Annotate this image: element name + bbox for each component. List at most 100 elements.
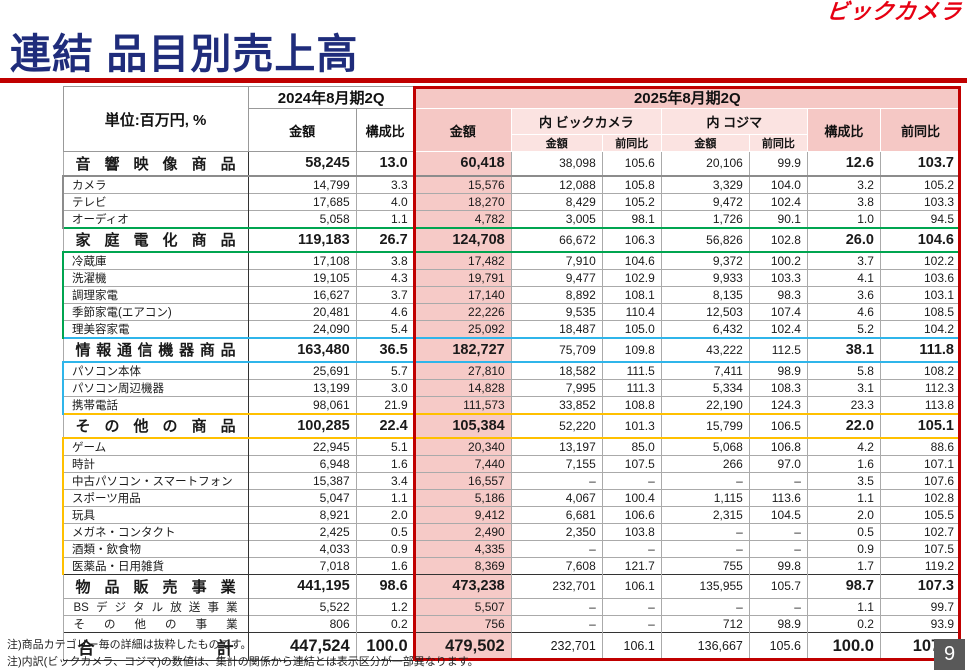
- page-title: 連結 品目別売上高: [10, 31, 359, 77]
- cell-2025_yoy: 102.7: [879, 522, 962, 540]
- cell-2025_yoy: 88.6: [879, 436, 962, 455]
- header-2025-ratio: 構成比: [806, 108, 881, 152]
- cell-bic_amount: 232,701: [510, 573, 603, 598]
- cell-bic_yoy: –: [601, 539, 662, 557]
- cell-2024_amount: 13,199: [247, 378, 357, 396]
- header-2024: 2024年8月期2Q: [247, 86, 415, 109]
- cell-kojima_amount: 8,135: [660, 285, 750, 303]
- cell-kojima_amount: 43,222: [660, 336, 750, 362]
- cell-2025_ratio: 3.6: [806, 285, 881, 303]
- cell-bic_yoy: 100.4: [601, 488, 662, 506]
- table-row: 時計 6,948 1.6 7,440 7,155 107.5 266 97.0 1.6 107.1: [61, 454, 962, 472]
- cell-kojima_yoy: 100.2: [748, 250, 808, 269]
- header-kojima-amount: 金額: [660, 134, 750, 152]
- row-label: 携帯電話: [61, 395, 249, 414]
- table-row: 家庭電化商品 119,183 26.7 124,708 66,672 106.3 56,82…: [62, 226, 962, 252]
- header-2024-ratio: 構成比: [355, 108, 415, 152]
- cell-2025_yoy: 108.5: [879, 302, 962, 320]
- table-row: 携帯電話 98,061 21.9 111,573 33,852 108.8 22,190 12…: [61, 395, 962, 414]
- footnote-1: 注)商品カテゴリー毎の詳細は抜粋したものです。: [7, 639, 252, 651]
- cell-2025_amount: 8,369: [413, 556, 512, 574]
- cell-bic_yoy: 105.6: [601, 151, 662, 176]
- cell-bic_yoy: –: [601, 471, 662, 489]
- cell-2025_amount: 9,412: [413, 505, 512, 523]
- cell-2024_ratio: 3.4: [355, 471, 415, 489]
- cell-2025_ratio: 0.2: [806, 614, 881, 632]
- cell-2025_ratio: 1.0: [806, 209, 881, 228]
- cell-2024_ratio: 21.9: [355, 395, 415, 414]
- cell-bic_yoy: 108.8: [601, 395, 662, 414]
- cell-2024_amount: 100,285: [247, 412, 357, 438]
- cell-bic_yoy: 108.1: [601, 285, 662, 303]
- cell-2025_yoy: 104.2: [879, 319, 962, 338]
- cell-kojima_amount: 136,667: [660, 631, 750, 660]
- table-row: メガネ・コンタクト 2,425 0.5 2,490 2,350 103.8– –0.5 102…: [61, 522, 962, 540]
- cell-kojima_yoy: –: [748, 539, 808, 557]
- cell-bic_amount: 6,681: [510, 505, 603, 523]
- cell-bic_amount: –: [510, 471, 603, 489]
- cell-bic_yoy: 107.5: [601, 454, 662, 472]
- cell-2024_ratio: 3.0: [355, 378, 415, 396]
- cell-2025_amount: 4,782: [413, 209, 512, 228]
- row-label: 物品販売事業: [62, 573, 249, 598]
- cell-bic_yoy: –: [601, 597, 662, 615]
- cell-2025_ratio: 1.6: [806, 454, 881, 472]
- cell-bic_amount: 9,535: [510, 302, 603, 320]
- cell-2025_yoy: 111.8: [879, 336, 962, 362]
- cell-2025_ratio: 23.3: [806, 395, 881, 414]
- table-row: スポーツ用品 5,047 1.1 5,186 4,067 100.4 1,115 113.6 1…: [61, 488, 962, 506]
- cell-2025_amount: 182,727: [413, 336, 512, 362]
- cell-bic_yoy: 111.3: [601, 378, 662, 396]
- cell-2025_amount: 15,576: [413, 174, 512, 193]
- row-label: 合計: [62, 631, 249, 660]
- cell-kojima_yoy: 97.0: [748, 454, 808, 472]
- table-row: 理美容家電 24,090 5.4 25,092 18,487 105.0 6,432 102.…: [61, 319, 962, 338]
- cell-2025_amount: 17,482: [413, 250, 512, 269]
- cell-2025_ratio: 0.5: [806, 522, 881, 540]
- row-label: 理美容家電: [61, 319, 249, 338]
- cell-kojima_amount: 12,503: [660, 302, 750, 320]
- cell-bic_amount: 7,155: [510, 454, 603, 472]
- row-label: 情報通信機器商品: [62, 336, 249, 362]
- header-bic-amount: 金額: [510, 134, 603, 152]
- cell-2024_ratio: 4.0: [355, 192, 415, 210]
- cell-2024_ratio: 5.1: [355, 436, 415, 455]
- cell-2025_yoy: 103.1: [879, 285, 962, 303]
- cell-kojima_yoy: 113.6: [748, 488, 808, 506]
- cell-kojima_yoy: 103.3: [748, 268, 808, 286]
- cell-2024_ratio: 3.8: [355, 250, 415, 269]
- cell-bic_yoy: 105.2: [601, 192, 662, 210]
- cell-kojima_amount: 3,329: [660, 174, 750, 193]
- cell-kojima_yoy: 107.4: [748, 302, 808, 320]
- cell-2025_yoy: 119.2: [879, 556, 962, 574]
- cell-2024_ratio: 0.9: [355, 539, 415, 557]
- table-row: 玩具 8,921 2.0 9,412 6,681 106.6 2,315 104.5 2.0 10…: [61, 505, 962, 523]
- cell-2024_amount: 447,524: [247, 631, 357, 660]
- unit-label: 単位:百万円, %: [62, 86, 249, 152]
- header-2025-yoy: 前同比: [879, 108, 962, 152]
- cell-2024_amount: 8,921: [247, 505, 357, 523]
- row-label: 季節家電(エアコン): [61, 302, 249, 320]
- cell-2025_ratio: 0.9: [806, 539, 881, 557]
- cell-bic_yoy: 98.1: [601, 209, 662, 228]
- cell-kojima_yoy: 90.1: [748, 209, 808, 228]
- cell-kojima_amount: 5,068: [660, 436, 750, 455]
- cell-2024_ratio: 36.5: [355, 336, 415, 362]
- cell-kojima_amount: 755: [660, 556, 750, 574]
- cell-kojima_amount: 9,933: [660, 268, 750, 286]
- table-row: 医薬品・日用雑貨 7,018 1.6 8,369 7,608 121.7 755 99.8 1.…: [61, 556, 962, 574]
- cell-kojima_yoy: 104.0: [748, 174, 808, 193]
- cell-2025_ratio: 3.8: [806, 192, 881, 210]
- cell-2024_ratio: 4.6: [355, 302, 415, 320]
- cell-2024_amount: 6,948: [247, 454, 357, 472]
- cell-2024_amount: 806: [247, 614, 357, 632]
- table-row: 情報通信機器商品 163,480 36.5 182,727 75,709 109.8 43,…: [62, 336, 962, 362]
- cell-2025_yoy: 105.5: [879, 505, 962, 523]
- footnotes: 注)商品カテゴリー毎の詳細は抜粋したものです。 注)内訳(ビックカメラ、コジマ)…: [7, 637, 479, 671]
- cell-2025_amount: 20,340: [413, 436, 512, 455]
- cell-kojima_yoy: 98.3: [748, 285, 808, 303]
- cell-2025_yoy: 102.2: [879, 250, 962, 269]
- cell-kojima_amount: –: [660, 539, 750, 557]
- cell-2025_amount: 19,791: [413, 268, 512, 286]
- table-row: オーディオ 5,058 1.1 4,782 3,005 98.1 1,726 90.1 1.0 9…: [61, 209, 962, 228]
